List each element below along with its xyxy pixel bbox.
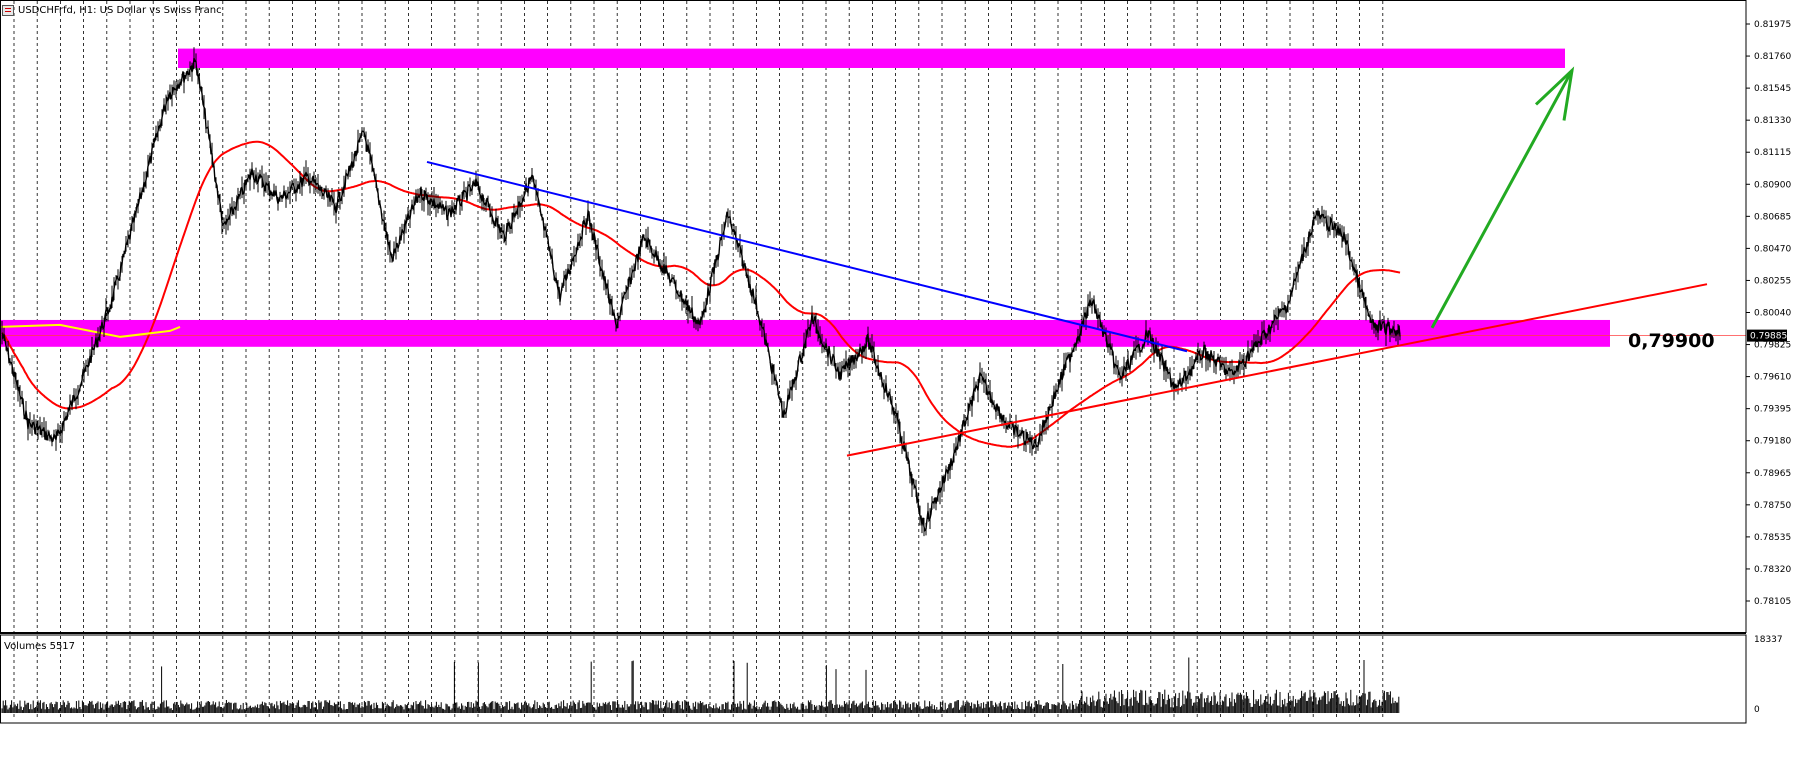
y-tick-label: 0.78535 xyxy=(1754,533,1791,543)
y-tick-label: 0.79610 xyxy=(1754,373,1791,383)
y-tick-label: 0.78965 xyxy=(1754,469,1791,479)
y-tick-label: 0.79395 xyxy=(1754,405,1791,415)
price-axis: 0.81975 0.81760 0.81545 0.81330 0.81115 0.809… xyxy=(0,0,1791,724)
y-tick-label: 0.78320 xyxy=(1754,565,1791,575)
y-tick-label: 0.78105 xyxy=(1754,597,1791,607)
y-tick-label: 0.81330 xyxy=(1754,116,1791,126)
volume-panel: 18337 0 xyxy=(1,635,1783,715)
arrow-shaft xyxy=(1430,69,1574,329)
y-tick-label: 0.81975 xyxy=(1754,20,1791,30)
y-tick-label: 0.80040 xyxy=(1754,309,1791,319)
y-tick-label: 0.80900 xyxy=(1754,180,1791,190)
chart-title-bar: USDCHFrfd, H1: US Dollar vs Swiss Franc xyxy=(2,2,222,18)
y-tick-label: 0.80255 xyxy=(1754,276,1791,286)
price-series xyxy=(1,47,1401,537)
y-tick-label: 0.79180 xyxy=(1754,437,1791,447)
trendline-descending xyxy=(426,160,1188,353)
y-tick-label: 0.80685 xyxy=(1754,212,1791,222)
trendline-ascending xyxy=(846,283,1708,457)
current-price-tag xyxy=(1747,329,1787,342)
volume-min-label: 0 xyxy=(1754,705,1760,715)
resistance-zone xyxy=(178,48,1565,68)
y-tick-label: 0.81760 xyxy=(1754,52,1791,62)
y-tick-label: 0.81545 xyxy=(1754,84,1791,94)
price-line xyxy=(1,57,1401,532)
trendlines xyxy=(426,160,1708,457)
green-arrow xyxy=(1430,66,1575,329)
y-tick-label: 0.78750 xyxy=(1754,501,1791,511)
ma-yellow-line xyxy=(0,323,181,338)
level-label: 0,79900 xyxy=(1628,330,1715,352)
volumes-label: Volumes 5517 xyxy=(4,641,76,652)
volume-frame xyxy=(0,634,1747,724)
y-tick-label: 0.80470 xyxy=(1754,244,1791,254)
y-tick-label: 0.79825 xyxy=(1754,341,1791,351)
vertical-grid xyxy=(13,1,1384,720)
volume-max-label: 18337 xyxy=(1754,635,1783,645)
current-price-label: 0.79885 xyxy=(1750,332,1787,342)
y-tick-label: 0.81115 xyxy=(1754,148,1791,158)
arrow-head xyxy=(1534,66,1575,121)
chart-title: USDCHFrfd, H1: US Dollar vs Swiss Franc xyxy=(18,4,222,16)
chart-window-icon xyxy=(2,4,14,16)
